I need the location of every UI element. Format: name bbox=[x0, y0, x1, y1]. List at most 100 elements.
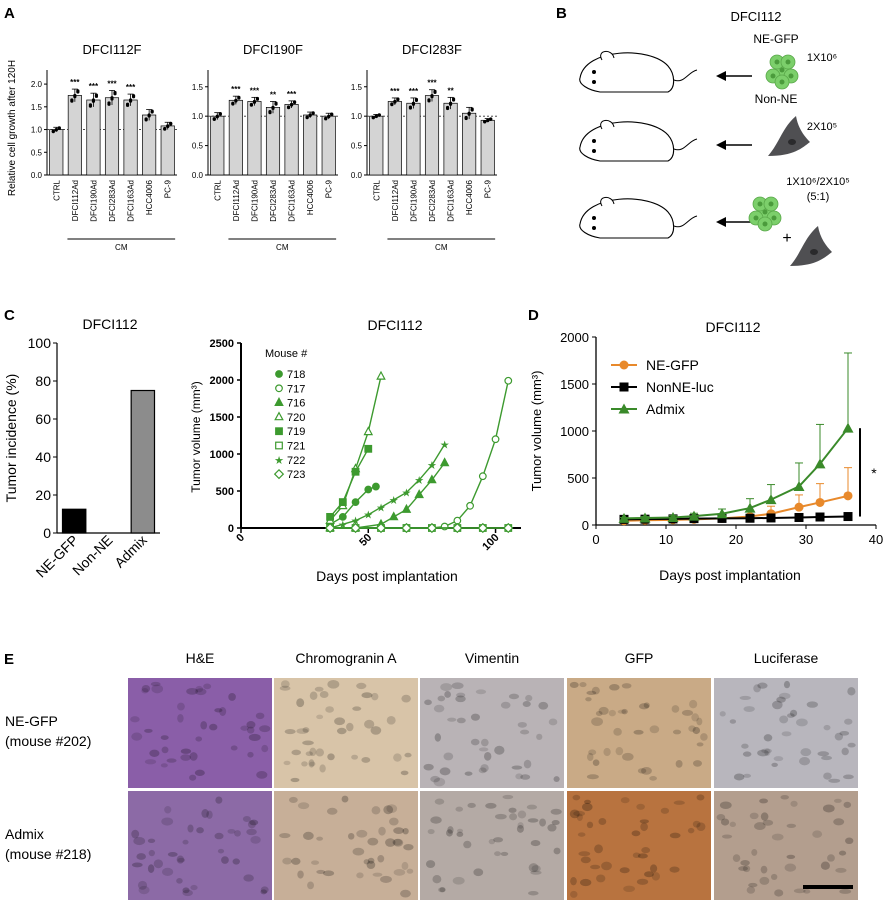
cell-nucleus bbox=[316, 714, 324, 720]
cell-nucleus bbox=[576, 813, 583, 821]
cell-nucleus bbox=[291, 749, 302, 756]
cell-nucleus bbox=[790, 800, 798, 807]
cell-nucleus bbox=[742, 865, 751, 873]
cell-nucleus bbox=[475, 689, 487, 695]
cell-nucleus bbox=[833, 818, 845, 826]
cell-nucleus bbox=[516, 825, 524, 833]
cell-nucleus bbox=[364, 719, 375, 729]
cell-nucleus bbox=[631, 830, 641, 837]
cell-nucleus bbox=[570, 890, 578, 898]
data-point bbox=[503, 522, 514, 534]
cell-nucleus bbox=[721, 834, 733, 839]
histology-image bbox=[714, 791, 858, 900]
cell-nucleus bbox=[746, 886, 756, 894]
cell-nucleus bbox=[528, 863, 539, 873]
cell-nucleus bbox=[845, 837, 854, 845]
cell-nucleus bbox=[279, 685, 291, 691]
data-point bbox=[486, 118, 490, 122]
cell-nucleus bbox=[793, 888, 806, 894]
cell-nucleus bbox=[144, 759, 157, 765]
cell-nucleus bbox=[370, 726, 382, 735]
cell-nucleus bbox=[649, 775, 657, 781]
series-admix bbox=[618, 352, 854, 523]
x-tick-label: DFCI283Ad bbox=[428, 180, 437, 222]
data-point bbox=[363, 426, 374, 436]
column-header: Chromogranin A bbox=[295, 650, 397, 666]
cell-nucleus bbox=[427, 828, 435, 835]
x-tick-label: HCC4006 bbox=[306, 179, 315, 215]
cell-nucleus bbox=[785, 59, 791, 65]
panel-label-d: D bbox=[528, 307, 539, 324]
cell-nucleus bbox=[297, 870, 304, 879]
cell-nucleus bbox=[632, 852, 641, 859]
y-tick-label: 1500 bbox=[560, 377, 589, 392]
cell-nucleus bbox=[692, 760, 702, 767]
cell-nucleus bbox=[308, 759, 315, 768]
data-point bbox=[466, 501, 474, 510]
group-label: CM bbox=[435, 243, 448, 252]
y-tick-label: 1.0 bbox=[351, 112, 363, 121]
non-ne-cell-shape bbox=[768, 116, 810, 156]
significance-label: *** bbox=[409, 87, 419, 96]
cell-nucleus bbox=[319, 691, 329, 698]
cell-nucleus bbox=[346, 722, 354, 732]
cell-nucleus bbox=[743, 773, 752, 778]
cell-nucleus bbox=[401, 861, 409, 871]
x-tick-label: DFCI112Ad bbox=[71, 180, 80, 221]
data-point bbox=[268, 109, 272, 114]
cell-nucleus bbox=[380, 875, 392, 883]
chart-c2-xlabel: Days post implantation bbox=[316, 568, 458, 584]
cell-nucleus bbox=[796, 718, 808, 727]
cell-nucleus bbox=[356, 682, 367, 690]
cell-nucleus bbox=[494, 851, 501, 857]
cell-nucleus bbox=[279, 832, 291, 839]
cell-nucleus bbox=[786, 713, 795, 718]
cell-nucleus bbox=[613, 727, 622, 736]
image-background bbox=[274, 678, 418, 788]
cell-nucleus bbox=[386, 804, 398, 814]
data-point bbox=[147, 113, 151, 117]
cell-nucleus bbox=[590, 864, 601, 870]
histology-image bbox=[567, 791, 711, 900]
ne-gfp-label: NE-GFP bbox=[753, 32, 798, 46]
cell-nucleus bbox=[322, 870, 335, 877]
data-point bbox=[289, 102, 294, 107]
cell-nucleus bbox=[455, 695, 466, 703]
cell-nucleus bbox=[246, 726, 255, 734]
cell-nucleus bbox=[580, 856, 591, 864]
cell-nucleus bbox=[325, 706, 334, 713]
cell-nucleus bbox=[515, 773, 523, 780]
data-point bbox=[794, 502, 804, 512]
cell-nucleus bbox=[182, 887, 190, 894]
cell-nucleus bbox=[180, 748, 192, 754]
x-tick-label: Admix bbox=[111, 532, 150, 571]
cell-nucleus bbox=[430, 775, 440, 783]
series-717 bbox=[326, 376, 513, 532]
cell-nucleus bbox=[523, 759, 532, 769]
cell-nucleus bbox=[696, 717, 703, 726]
cell-nucleus bbox=[749, 812, 759, 820]
cell-nucleus bbox=[700, 733, 708, 741]
cell-nucleus bbox=[526, 804, 538, 810]
legend-marker bbox=[618, 403, 630, 414]
bar bbox=[130, 389, 156, 534]
x-tick-label: PC-9 bbox=[164, 179, 173, 198]
x-tick-label: PC-9 bbox=[325, 179, 334, 198]
cell-nucleus bbox=[144, 728, 153, 733]
cell-nucleus bbox=[776, 696, 786, 703]
chart-c1-ylabel: Tumor incidence (%) bbox=[3, 374, 19, 503]
cell-nucleus bbox=[430, 816, 442, 824]
cell-nucleus bbox=[217, 848, 225, 854]
cell-nucleus bbox=[748, 882, 758, 888]
cell-nucleus bbox=[603, 747, 611, 757]
data-point bbox=[107, 101, 111, 105]
cell-nucleus bbox=[548, 718, 558, 726]
cell-nucleus bbox=[681, 709, 694, 716]
cell-nucleus bbox=[153, 859, 164, 869]
cell-nucleus bbox=[351, 754, 359, 760]
data-point bbox=[430, 93, 434, 98]
y-tick-label: 80 bbox=[35, 373, 51, 389]
bar bbox=[104, 97, 120, 176]
cell-nucleus bbox=[803, 889, 811, 894]
